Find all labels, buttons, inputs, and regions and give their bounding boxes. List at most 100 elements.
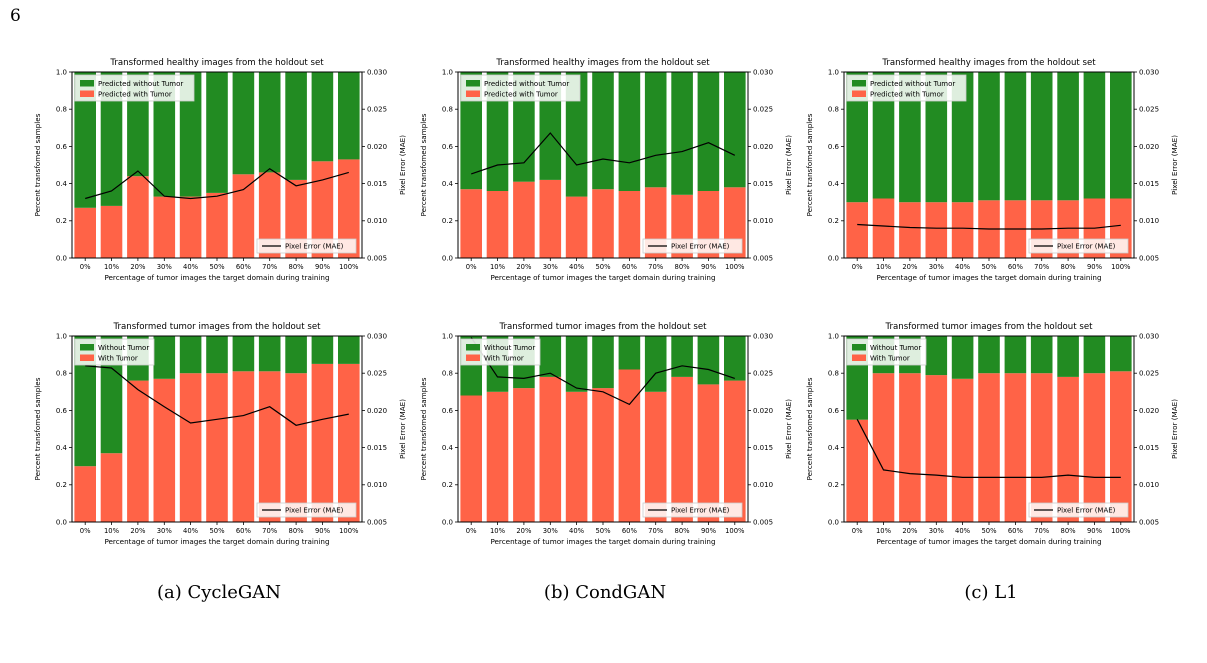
- svg-text:0.020: 0.020: [367, 143, 387, 151]
- svg-text:60%: 60%: [622, 527, 638, 535]
- svg-text:0.030: 0.030: [1139, 68, 1159, 76]
- legend-label: Predicted without Tumor: [484, 80, 569, 88]
- svg-text:0.015: 0.015: [1139, 444, 1159, 452]
- svg-text:80%: 80%: [675, 527, 691, 535]
- chart-condgan-tumor: 0.0 0.2 0.4 0.6 0.8 1.0 0.005 0.010 0.015 0.020 0.…: [416, 314, 794, 566]
- line-legend: Pixel Error (MAE): [642, 502, 743, 518]
- svg-text:0.8: 0.8: [56, 106, 67, 114]
- svg-text:40%: 40%: [569, 527, 585, 535]
- y-axis-label-right: Pixel Error (MAE): [784, 135, 793, 195]
- bars: [74, 72, 360, 258]
- svg-text:40%: 40%: [955, 263, 971, 271]
- svg-text:80%: 80%: [1061, 263, 1077, 271]
- bar-legend: Without Tumor With Tumor: [460, 338, 541, 366]
- chart-cyclegan-healthy: 0.0 0.2 0.4 0.6 0.8 1.0 0.005 0.010 0.015 0.020 0.…: [30, 50, 408, 302]
- svg-text:0.6: 0.6: [828, 407, 840, 415]
- mae-line: [85, 167, 349, 200]
- svg-text:0.2: 0.2: [828, 481, 839, 489]
- svg-text:90%: 90%: [315, 263, 331, 271]
- legend-swatch: [466, 354, 480, 361]
- svg-text:90%: 90%: [701, 527, 717, 535]
- svg-text:0.010: 0.010: [367, 217, 387, 225]
- bar-legend: Predicted without Tumor Predicted with Tu…: [460, 74, 581, 102]
- svg-text:70%: 70%: [262, 263, 278, 271]
- svg-text:90%: 90%: [1087, 527, 1103, 535]
- svg-text:100%: 100%: [1111, 263, 1131, 271]
- svg-text:0.030: 0.030: [367, 332, 387, 340]
- svg-text:60%: 60%: [236, 527, 252, 535]
- line-legend: Pixel Error (MAE): [1028, 502, 1129, 518]
- svg-text:1.0: 1.0: [442, 68, 453, 76]
- legend-line-label: Pixel Error (MAE): [671, 243, 730, 251]
- svg-text:0.4: 0.4: [828, 180, 840, 188]
- svg-text:0%: 0%: [466, 527, 477, 535]
- svg-text:0.015: 0.015: [753, 180, 773, 188]
- legend-line-label: Pixel Error (MAE): [671, 507, 730, 515]
- svg-text:0.030: 0.030: [753, 68, 773, 76]
- svg-text:0.0: 0.0: [828, 518, 839, 526]
- svg-text:70%: 70%: [648, 527, 664, 535]
- chart-title: Transformed healthy images from the hold…: [495, 58, 710, 68]
- caption-l1: (c) L1: [964, 582, 1018, 603]
- svg-text:0.005: 0.005: [367, 518, 387, 526]
- svg-text:0.025: 0.025: [753, 370, 773, 378]
- svg-text:0.015: 0.015: [1139, 180, 1159, 188]
- svg-text:0.020: 0.020: [753, 143, 773, 151]
- svg-text:1.0: 1.0: [828, 68, 839, 76]
- legend-swatch: [80, 344, 94, 351]
- svg-text:0.020: 0.020: [753, 407, 773, 415]
- legend-swatch: [80, 80, 94, 87]
- legend-swatch: [852, 344, 866, 351]
- svg-text:70%: 70%: [1034, 263, 1050, 271]
- svg-text:0.6: 0.6: [442, 143, 454, 151]
- y-axis-label-right: Pixel Error (MAE): [784, 399, 793, 459]
- mae-line: [85, 365, 349, 426]
- svg-text:90%: 90%: [315, 527, 331, 535]
- svg-text:0.8: 0.8: [828, 106, 839, 114]
- svg-text:0%: 0%: [852, 263, 863, 271]
- bar-legend: Predicted without Tumor Predicted with Tu…: [846, 74, 967, 102]
- chart-svg: 0.0 0.2 0.4 0.6 0.8 1.0 0.005 0.010 0.015 0.020 0.…: [419, 322, 793, 546]
- y-axis-label-right: Pixel Error (MAE): [398, 399, 407, 459]
- figure-column-condgan: 0.0 0.2 0.4 0.6 0.8 1.0 0.005 0.010 0.015 0.020 0.…: [412, 50, 798, 603]
- x-axis-label: Percentage of tumor images the target do…: [104, 537, 329, 546]
- svg-text:20%: 20%: [902, 263, 918, 271]
- svg-text:0%: 0%: [466, 263, 477, 271]
- svg-text:0.0: 0.0: [442, 254, 453, 262]
- svg-text:0.0: 0.0: [56, 254, 67, 262]
- y-axis-label-left: Percent transfomed samples: [419, 377, 428, 480]
- legend-swatch: [852, 80, 866, 87]
- svg-text:40%: 40%: [569, 263, 585, 271]
- svg-text:0.6: 0.6: [442, 407, 454, 415]
- svg-text:0.4: 0.4: [56, 180, 68, 188]
- legend-label: Predicted without Tumor: [98, 80, 183, 88]
- svg-text:0.010: 0.010: [367, 481, 387, 489]
- svg-text:80%: 80%: [289, 263, 305, 271]
- line-legend: Pixel Error (MAE): [256, 238, 357, 254]
- svg-text:0.025: 0.025: [367, 370, 387, 378]
- legend-label: Without Tumor: [98, 344, 149, 352]
- legend-swatch: [466, 80, 480, 87]
- y-axis-label-left: Percent transfomed samples: [805, 377, 814, 480]
- legend-line-label: Pixel Error (MAE): [1057, 243, 1116, 251]
- svg-text:0.025: 0.025: [1139, 106, 1159, 114]
- chart-condgan-healthy: 0.0 0.2 0.4 0.6 0.8 1.0 0.005 0.010 0.015 0.020 0.…: [416, 50, 794, 302]
- svg-text:0.2: 0.2: [442, 217, 453, 225]
- svg-text:0.2: 0.2: [56, 217, 67, 225]
- x-axis-label: Percentage of tumor images the target do…: [876, 273, 1101, 282]
- legend-label: With Tumor: [98, 355, 138, 363]
- x-axis-label: Percentage of tumor images the target do…: [876, 537, 1101, 546]
- svg-text:10%: 10%: [104, 263, 120, 271]
- svg-text:0.020: 0.020: [1139, 407, 1159, 415]
- svg-text:60%: 60%: [1008, 263, 1024, 271]
- svg-text:0.005: 0.005: [1139, 254, 1159, 262]
- svg-text:0.8: 0.8: [442, 106, 453, 114]
- svg-text:100%: 100%: [339, 263, 359, 271]
- chart-title: Transformed tumor images from the holdou…: [499, 322, 708, 332]
- bar-legend: Without Tumor With Tumor: [846, 338, 927, 366]
- legend-swatch: [852, 354, 866, 361]
- svg-text:0.010: 0.010: [753, 217, 773, 225]
- svg-text:40%: 40%: [955, 527, 971, 535]
- legend-swatch: [466, 344, 480, 351]
- svg-text:0.8: 0.8: [828, 370, 839, 378]
